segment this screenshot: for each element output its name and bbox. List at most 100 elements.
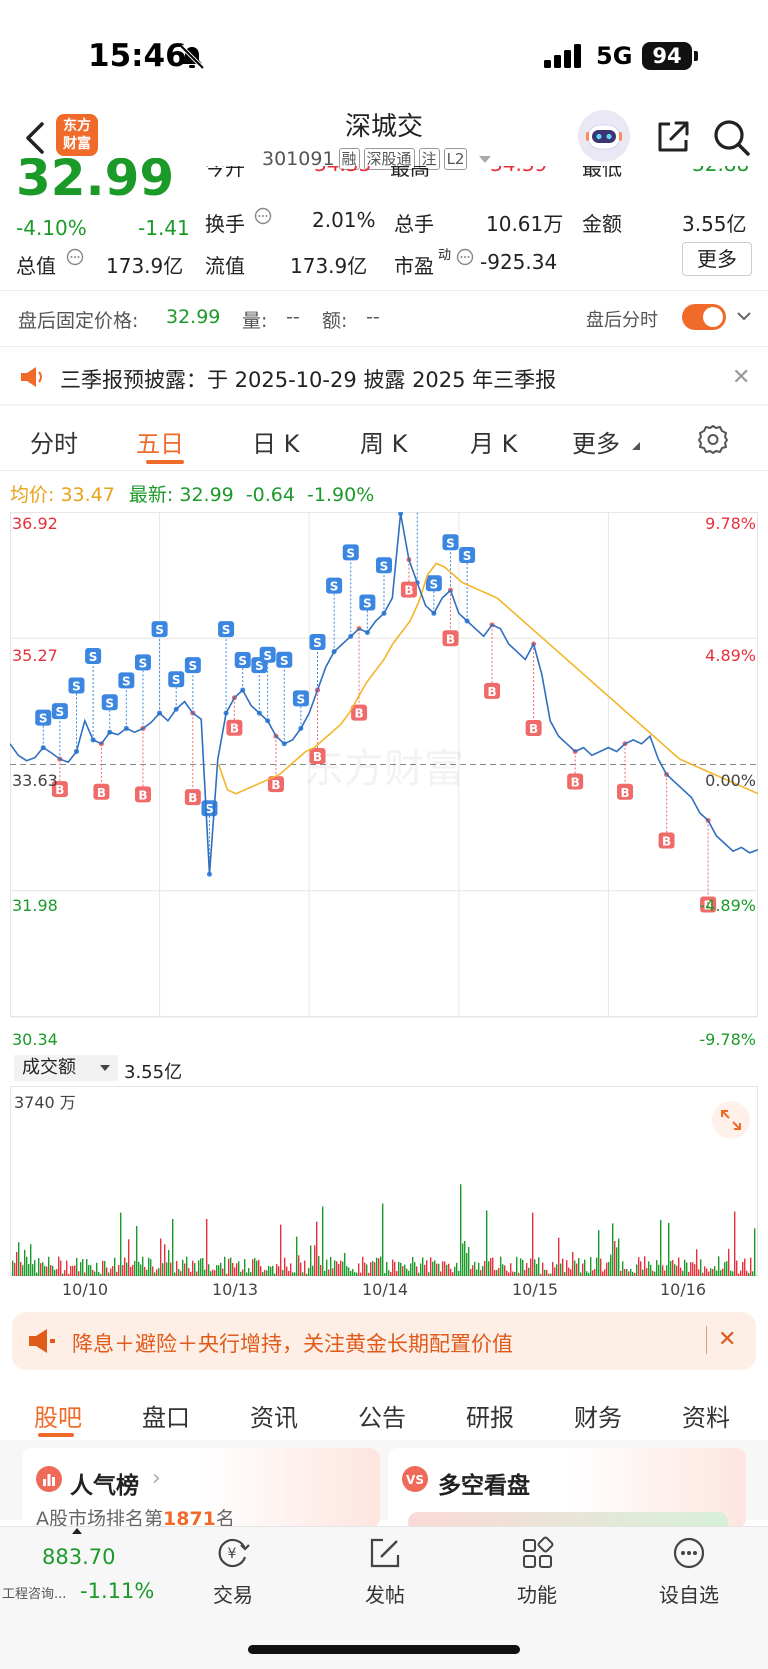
volume-bar (404, 1264, 406, 1276)
volume-bar (42, 1262, 44, 1276)
tab-pankou[interactable]: 盘口 (142, 1404, 190, 1432)
sell-signal: S (218, 621, 235, 716)
volume-bar (96, 1262, 98, 1276)
tab-weekly-k[interactable]: 周 K (360, 430, 408, 458)
volume-bar (548, 1273, 550, 1276)
back-arrow-icon[interactable] (22, 118, 52, 158)
tab-guba[interactable]: 股吧 (34, 1404, 82, 1432)
app-logo: 东方 财富 (56, 114, 98, 156)
volume-bar (156, 1269, 158, 1276)
volume-bar (102, 1260, 104, 1276)
nav-add-watchlist[interactable]: 设自选 (644, 1535, 734, 1608)
pe-value: -925.34 (480, 250, 558, 274)
price-chart[interactable]: 东方财富 SSSSSSSSSSSSSSSSSSSSSSSSSSSBBBBBBBB… (10, 512, 758, 1052)
tab-notices[interactable]: 公告 (358, 1404, 406, 1432)
volume-chart[interactable] (10, 1086, 758, 1276)
volume-bar (106, 1267, 108, 1276)
chevron-down-icon[interactable] (736, 308, 752, 324)
tab-intraday[interactable]: 分时 (30, 430, 78, 458)
assistant-robot-icon[interactable] (578, 110, 630, 162)
volume-bar (248, 1268, 250, 1276)
sell-signal: S (234, 652, 251, 693)
volume-bar (52, 1265, 54, 1276)
tab-five-day[interactable]: 五日 (136, 430, 184, 458)
index-value[interactable]: 883.70 (42, 1545, 116, 1569)
nav-trade-label: 交易 (213, 1583, 253, 1607)
sell-signal: S (376, 557, 392, 616)
tab-monthly-k[interactable]: 月 K (470, 430, 518, 458)
tab-news[interactable]: 资讯 (250, 1404, 298, 1432)
volume-bar (630, 1268, 632, 1276)
info-icon[interactable] (456, 248, 474, 266)
tab-research[interactable]: 研报 (466, 1404, 514, 1432)
edit-icon (370, 1538, 400, 1568)
tab-profile[interactable]: 资料 (682, 1404, 730, 1432)
volume-bar (676, 1265, 678, 1276)
volume-bar (138, 1261, 140, 1276)
volume-bar (104, 1261, 106, 1276)
volume-bar (664, 1270, 666, 1276)
volume-bar (592, 1270, 594, 1276)
volume-bar (230, 1257, 232, 1276)
popularity-card[interactable] (22, 1448, 380, 1528)
nav-post-label: 发帖 (365, 1583, 405, 1607)
volume-bar (20, 1261, 22, 1276)
expand-icon[interactable] (712, 1101, 750, 1139)
buy-signal: B (226, 695, 243, 736)
index-change[interactable]: -1.11% (80, 1579, 155, 1603)
volume-bar (158, 1268, 160, 1276)
chevron-up-icon[interactable] (72, 1528, 82, 1534)
volume-bar (520, 1258, 522, 1276)
avg-price-row: 均价: 33.47 最新: 32.99 -0.64 -1.90% (10, 480, 374, 507)
turnover-label: 换手 (205, 212, 245, 236)
volume-bar (216, 1265, 218, 1276)
nav-post[interactable]: 发帖 (340, 1535, 430, 1608)
search-icon[interactable] (712, 118, 752, 158)
volume-bar (272, 1265, 274, 1276)
svg-text:S: S (255, 659, 264, 673)
volume-bar (512, 1271, 514, 1276)
tab-daily-k[interactable]: 日 K (252, 430, 300, 458)
share-icon[interactable] (654, 118, 692, 156)
volume-bar (172, 1218, 174, 1276)
volume-bar (724, 1262, 726, 1276)
close-icon[interactable]: ✕ (732, 365, 751, 390)
volume-bar (302, 1272, 304, 1276)
volume-bar (244, 1259, 246, 1276)
volume-bar (242, 1269, 244, 1276)
volume-bar (426, 1260, 428, 1276)
volume-bar (652, 1270, 654, 1276)
promo-banner[interactable] (12, 1312, 756, 1370)
float-label: 流值 (205, 254, 245, 278)
stock-code-row[interactable]: 301091 融 深股通 注 L2 (262, 146, 492, 172)
current-price: 32.99 (16, 158, 175, 204)
volume-bar (16, 1252, 18, 1276)
info-icon[interactable] (66, 248, 84, 266)
volume-bar (716, 1270, 718, 1276)
corner-caret-icon (632, 442, 640, 450)
nav-add-watchlist-label: 设自选 (659, 1583, 719, 1607)
tab-more[interactable]: 更多 (572, 430, 620, 458)
after-hours-toggle[interactable] (682, 304, 726, 330)
volume-bar (124, 1257, 126, 1276)
more-button[interactable]: 更多 (682, 242, 752, 276)
volume-bar (24, 1249, 26, 1276)
long-short-card[interactable] (388, 1448, 746, 1528)
volume-bar (134, 1261, 136, 1276)
nav-functions[interactable]: 功能 (492, 1535, 582, 1608)
svg-text:S: S (263, 649, 272, 663)
tab-finance[interactable]: 财务 (574, 1404, 622, 1432)
volume-bar (208, 1264, 210, 1276)
close-icon[interactable]: ✕ (718, 1327, 737, 1352)
promo-text[interactable]: 降息＋避险＋央行增持，关注黄金长期配置价值 (72, 1332, 513, 1356)
volume-bar (154, 1272, 156, 1276)
index-name[interactable]: 工程咨询... (2, 1587, 67, 1602)
volume-bar (326, 1259, 328, 1276)
announcement-text[interactable]: 三季报预披露：于 2025-10-29 披露 2025 年三季报 (60, 368, 557, 392)
gear-icon[interactable] (698, 424, 728, 454)
info-icon[interactable] (254, 207, 272, 225)
svg-text:B: B (571, 775, 580, 789)
nav-trade[interactable]: ¥ 交易 (188, 1535, 278, 1608)
volume-bar (644, 1256, 646, 1276)
volume-bar (238, 1261, 240, 1276)
